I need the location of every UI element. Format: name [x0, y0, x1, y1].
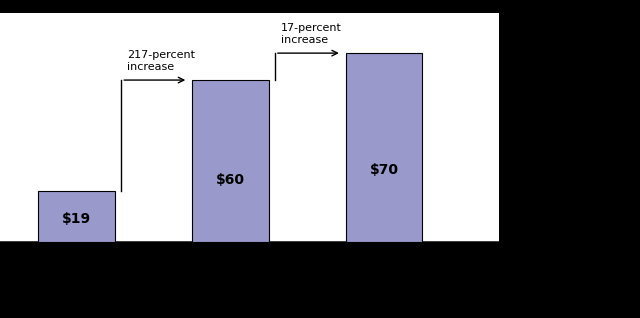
Text: $70: $70 — [369, 163, 399, 177]
Text: $19: $19 — [62, 212, 92, 226]
Text: $60: $60 — [216, 173, 245, 187]
Text: Fiscal year: Fiscal year — [6, 269, 82, 282]
Bar — [192, 80, 269, 242]
Text: 217-percent
increase: 217-percent increase — [127, 50, 195, 72]
Text: 17-percent
increase: 17-percent increase — [281, 24, 342, 45]
Bar — [38, 190, 115, 242]
Text: Source: GAO analysis of Department of Defense (DOD) and Congressional Budget Off: Source: GAO analysis of Department of De… — [3, 243, 610, 254]
Bar — [346, 53, 422, 242]
